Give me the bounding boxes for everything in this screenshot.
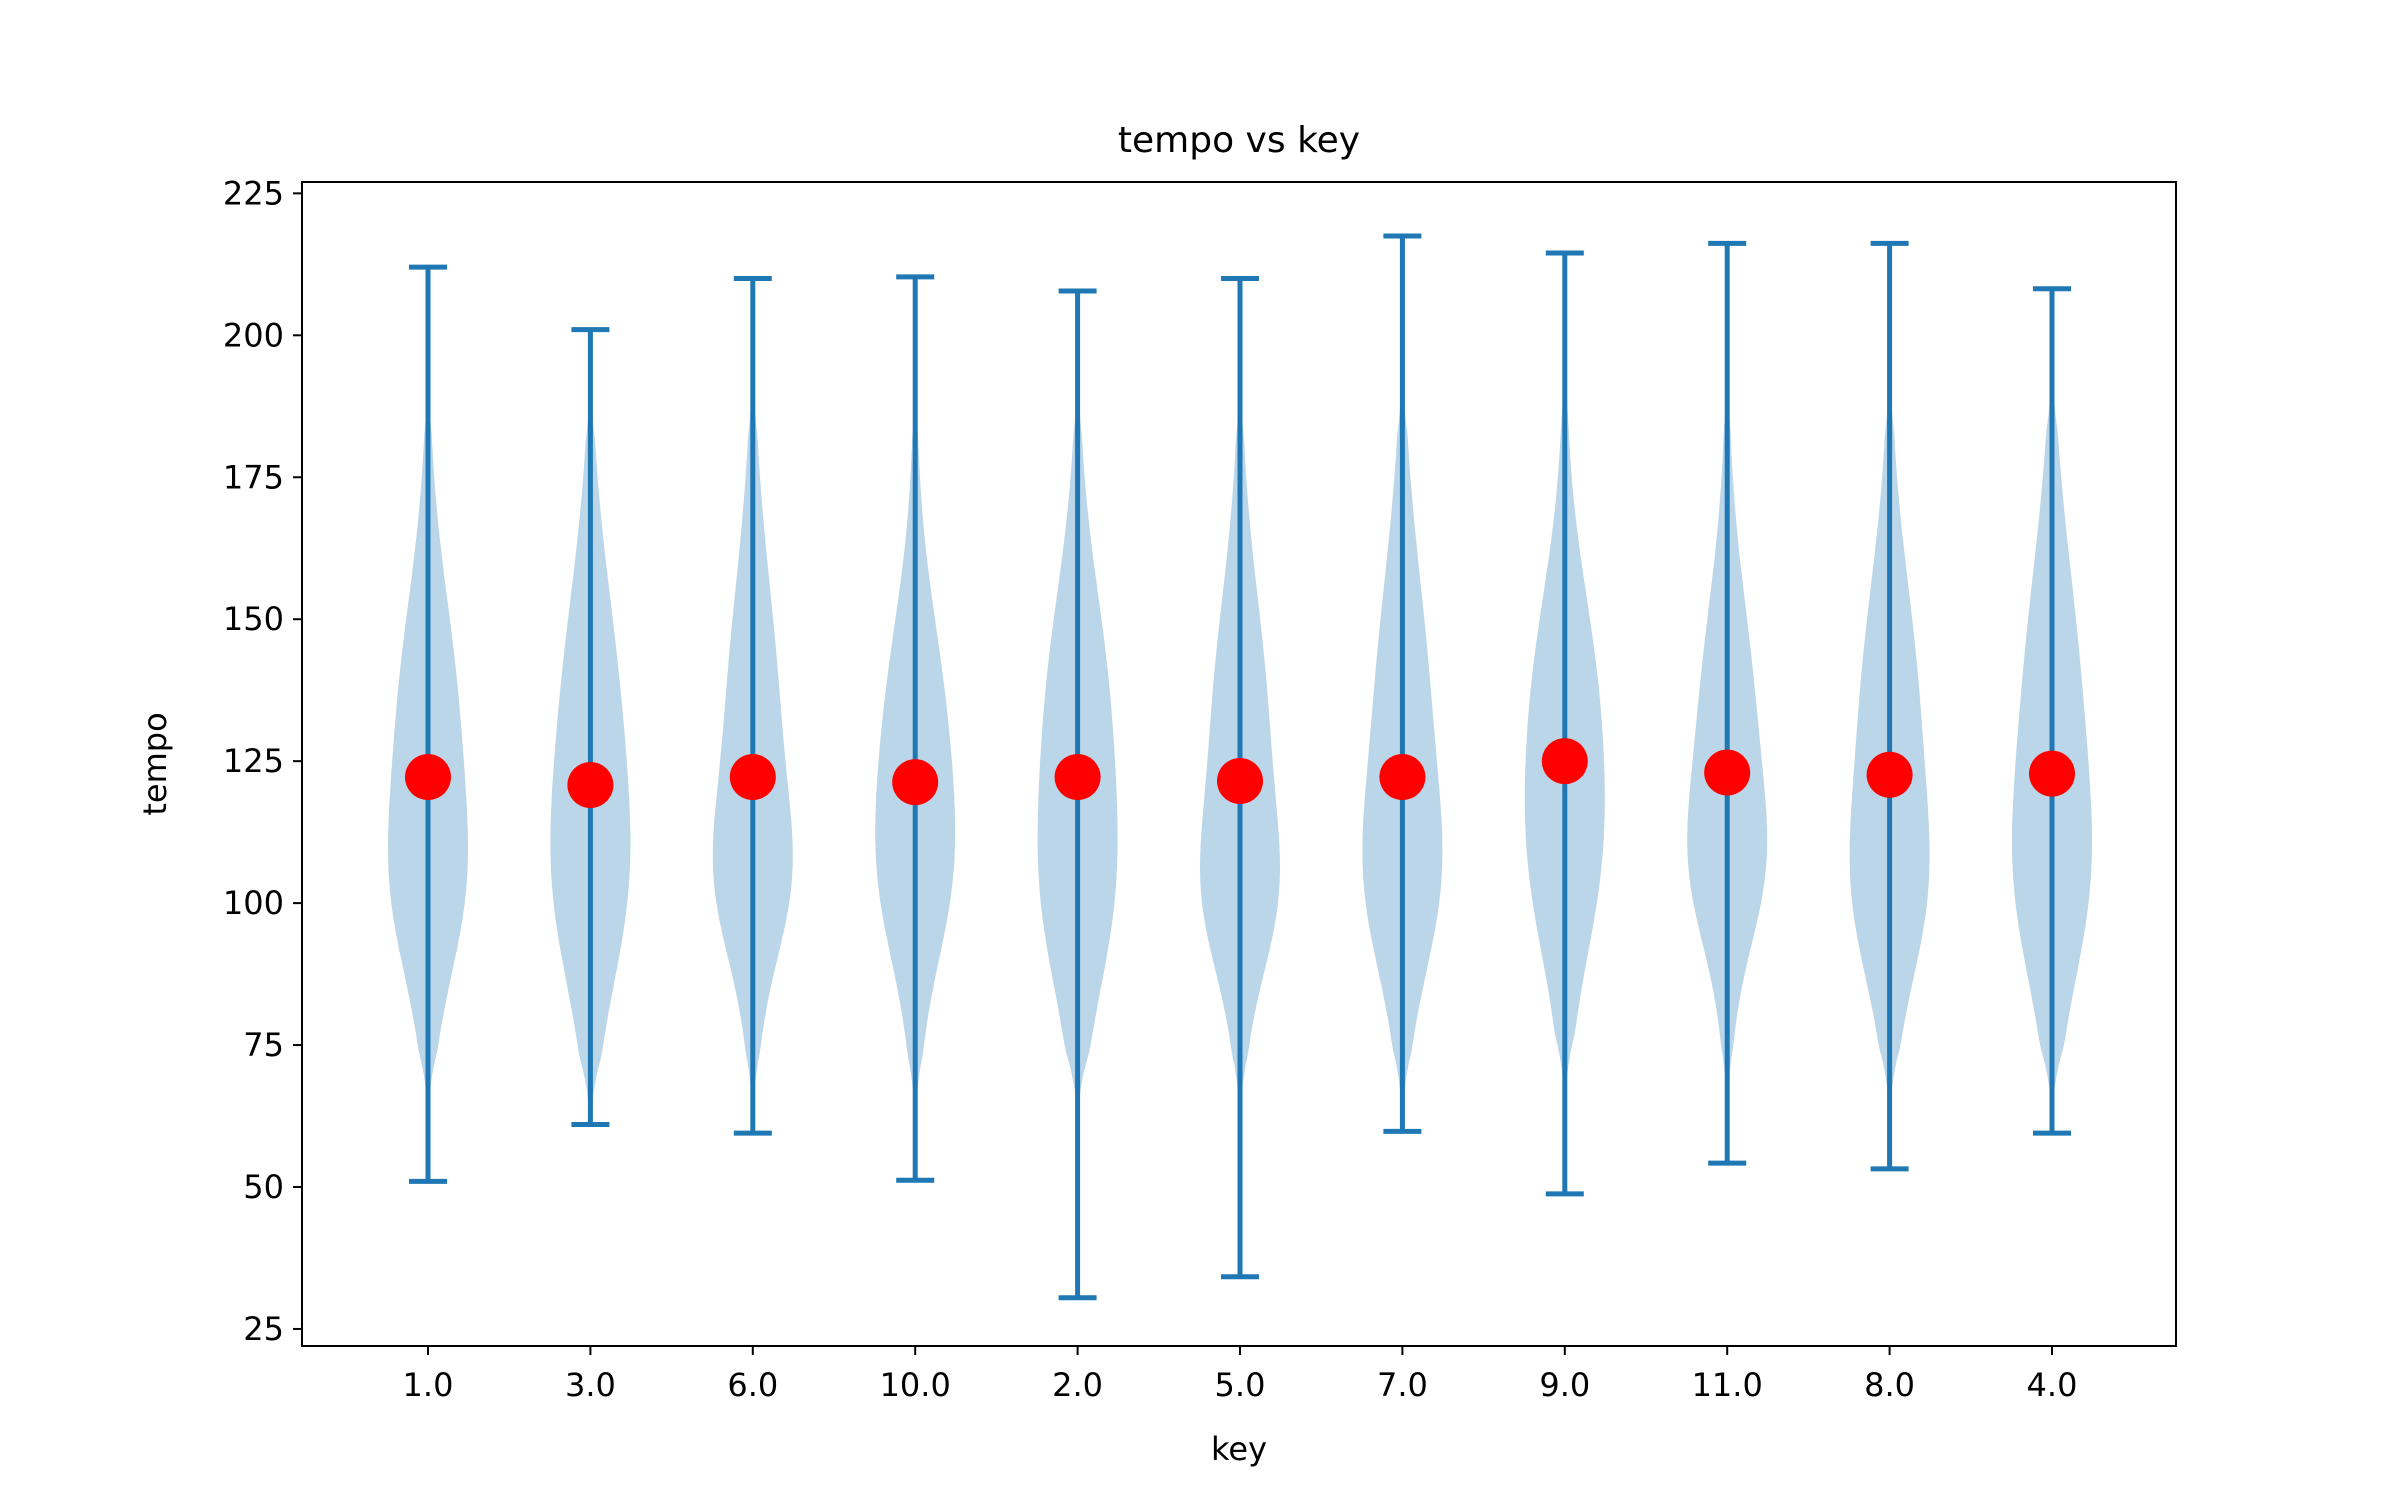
chart-title: tempo vs key — [1118, 120, 1360, 161]
mean-marker — [892, 759, 939, 806]
y-tick-label: 25 — [243, 1310, 284, 1348]
y-tick-label: 200 — [223, 316, 284, 354]
x-axis: 1.0 3.0 6.0 10.0 2.0 5.0 7.0 9.0 11.0 8.0 4.0 — [403, 1346, 2078, 1404]
y-tick-label: 150 — [223, 600, 284, 638]
x-axis-label: key — [1211, 1430, 1267, 1468]
y-tick-label: 175 — [223, 458, 284, 496]
mean-marker — [729, 754, 776, 801]
y-axis-label: tempo — [136, 712, 174, 815]
y-tick-label: 50 — [243, 1168, 284, 1206]
x-tick-label: 1.0 — [403, 1366, 454, 1404]
mean-marker — [1704, 749, 1751, 796]
x-tick-label: 10.0 — [880, 1366, 951, 1404]
mean-marker — [1217, 758, 1263, 805]
y-tick-label: 125 — [223, 742, 284, 780]
x-tick-label: 6.0 — [727, 1366, 778, 1404]
mean-marker — [1054, 754, 1101, 801]
mean-marker — [405, 754, 451, 801]
x-tick-label: 11.0 — [1692, 1366, 1763, 1404]
mean-marker — [1379, 754, 1426, 801]
mean-marker — [1541, 738, 1588, 785]
x-tick-label: 7.0 — [1377, 1366, 1428, 1404]
y-tick-label: 225 — [223, 174, 284, 212]
mean-marker — [2029, 750, 2075, 797]
y-tick-label: 75 — [243, 1026, 284, 1064]
mean-marker-layer — [405, 738, 2075, 809]
x-tick-label: 2.0 — [1052, 1366, 1103, 1404]
y-tick-label: 100 — [223, 884, 284, 922]
mean-marker — [1866, 751, 1913, 798]
x-tick-label: 5.0 — [1215, 1366, 1266, 1404]
y-axis: 25 50 75 100 125 150 175 200 225 — [223, 174, 302, 1348]
x-tick-label: 3.0 — [565, 1366, 616, 1404]
whisker-layer — [409, 233, 2071, 1301]
x-tick-label: 4.0 — [2027, 1366, 2078, 1404]
mean-marker — [567, 762, 614, 809]
x-tick-label: 9.0 — [1539, 1366, 1590, 1404]
x-tick-label: 8.0 — [1864, 1366, 1915, 1404]
